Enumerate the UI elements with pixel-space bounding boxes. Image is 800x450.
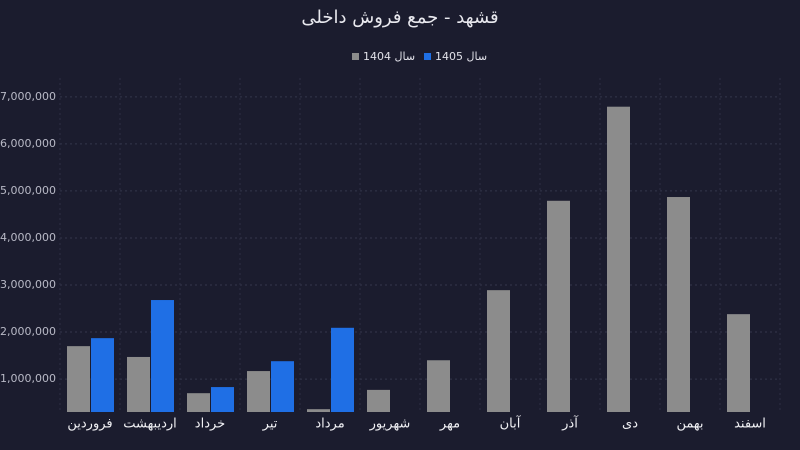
x-tick-label: تیر <box>262 417 278 432</box>
bar <box>187 393 210 412</box>
bar <box>427 360 450 412</box>
bar <box>547 200 570 412</box>
x-tick-label: آبان <box>500 415 522 432</box>
y-tick-label: 7,000,000 <box>0 90 56 103</box>
bar <box>127 356 150 412</box>
x-tick-label: آذر <box>561 415 579 432</box>
bar <box>151 300 174 412</box>
legend-swatch <box>424 53 431 60</box>
y-tick-label: 2,000,000 <box>0 325 56 338</box>
x-tick-label: اسفند <box>734 417 766 432</box>
y-tick-label: 1,000,000 <box>0 372 56 385</box>
x-tick-label: شهریور <box>369 417 411 432</box>
legend-label: سال 1405 <box>435 50 487 63</box>
y-tick-label: 3,000,000 <box>0 278 56 291</box>
legend-swatch <box>352 53 359 60</box>
bar <box>667 197 690 412</box>
bar <box>487 290 510 412</box>
y-tick-label: 5,000,000 <box>0 184 56 197</box>
x-tick-label: مهر <box>439 417 460 432</box>
bar <box>607 106 630 413</box>
bar <box>331 327 354 412</box>
bar <box>91 338 114 412</box>
y-tick-label: 4,000,000 <box>0 231 56 244</box>
bar <box>307 409 330 412</box>
bar <box>367 389 390 412</box>
x-tick-label: مرداد <box>315 417 344 432</box>
bar <box>271 361 294 412</box>
y-tick-label: 6,000,000 <box>0 137 56 150</box>
x-tick-label: خرداد <box>195 417 225 432</box>
bar <box>211 387 234 412</box>
x-tick-label: بهمن <box>676 417 703 432</box>
bar <box>247 371 270 412</box>
bar <box>727 314 750 412</box>
bar <box>67 346 90 412</box>
x-tick-label: دی <box>622 417 638 432</box>
chart-title: قشهد - جمع فروش داخلی <box>301 7 498 28</box>
x-tick-label: اردیبهشت <box>123 417 177 432</box>
legend-label: سال 1404 <box>363 50 415 63</box>
x-tick-label: فروردین <box>67 417 112 432</box>
